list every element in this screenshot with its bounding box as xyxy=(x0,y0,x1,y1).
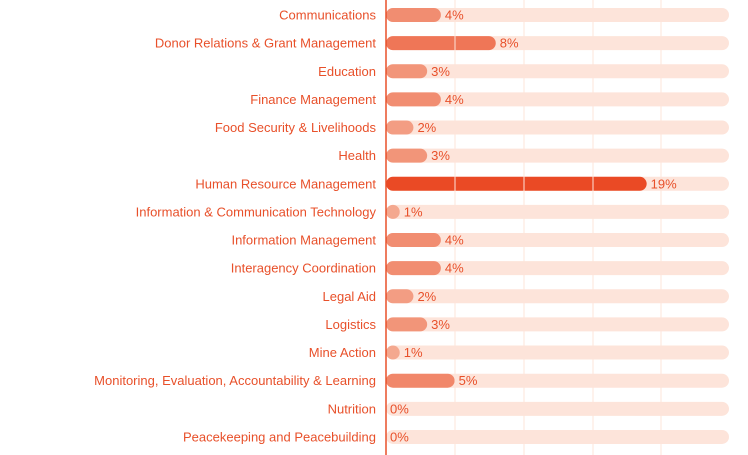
category-labels: Communications Donor Relations & Grant Ma… xyxy=(94,8,376,445)
bar-track-interagency-coordination xyxy=(386,261,729,276)
bar-education xyxy=(386,64,428,79)
bar-track-health xyxy=(386,148,729,163)
category-label-logistics: Logistics xyxy=(325,317,376,332)
category-label-interagency-coordination: Interagency Coordination xyxy=(231,261,376,276)
category-label-education: Education xyxy=(318,64,376,79)
bar-communications xyxy=(386,8,441,22)
value-label-nutrition: 0% xyxy=(390,401,409,416)
bar-health xyxy=(386,148,428,163)
bar-information-management xyxy=(386,233,441,248)
value-label-peacekeeping-and-peacebuilding: 0% xyxy=(390,429,409,444)
value-label-donor-relations-grant-management: 8% xyxy=(500,36,519,51)
value-label-information-communication-technology: 1% xyxy=(404,204,423,219)
value-label-information-management: 4% xyxy=(445,233,464,248)
value-label-mine-action: 1% xyxy=(404,345,423,360)
bar-track-nutrition xyxy=(386,401,729,416)
category-label-information-management: Information Management xyxy=(231,233,376,248)
bar-mine-action xyxy=(386,345,400,360)
bar-track-logistics xyxy=(386,317,729,332)
value-label-communications: 4% xyxy=(445,8,464,23)
bar-track-peacekeeping-and-peacebuilding xyxy=(386,429,729,444)
value-label-monitoring-evaluation-accountability-learning: 5% xyxy=(459,373,478,388)
value-label-finance-management: 4% xyxy=(445,92,464,107)
category-label-monitoring-evaluation-accountability-learning: Monitoring, Evaluation, Accountability &… xyxy=(94,373,376,388)
bar-human-resource-management xyxy=(386,176,647,191)
category-label-mine-action: Mine Action xyxy=(309,345,376,360)
category-label-food-security-livelihoods: Food Security & Livelihoods xyxy=(215,120,377,135)
bar-track-mine-action xyxy=(386,345,729,360)
bar-track-legal-aid xyxy=(386,289,729,304)
bar-track-information-management xyxy=(386,233,729,248)
bar-track-information-communication-technology xyxy=(386,204,729,219)
bar-finance-management xyxy=(386,92,441,107)
bar-logistics xyxy=(386,317,428,332)
value-label-human-resource-management: 19% xyxy=(651,176,677,191)
value-label-interagency-coordination: 4% xyxy=(445,261,464,276)
value-label-food-security-livelihoods: 2% xyxy=(417,120,436,135)
bar-monitoring-evaluation-accountability-learning xyxy=(386,373,455,388)
bar-track-finance-management xyxy=(386,92,729,107)
bar-interagency-coordination xyxy=(386,261,441,276)
bar-donor-relations-grant-management xyxy=(386,36,496,51)
bars xyxy=(386,8,647,388)
category-label-legal-aid: Legal Aid xyxy=(323,289,377,304)
value-labels: 4% 8% 3% 4% 2% 3% 19% 1% 4% 4% 2% 3% 1% 5% 0% 0% xyxy=(390,8,677,445)
value-label-health: 3% xyxy=(431,148,450,163)
bar-legal-aid xyxy=(386,289,414,304)
value-label-legal-aid: 2% xyxy=(417,289,436,304)
category-label-health: Health xyxy=(338,148,376,163)
category-label-finance-management: Finance Management xyxy=(250,92,376,107)
bar-track-food-security-livelihoods xyxy=(386,120,729,135)
bar-food-security-livelihoods xyxy=(386,120,414,135)
bar-track-monitoring-evaluation-accountability-learning xyxy=(386,373,729,388)
category-label-human-resource-management: Human Resource Management xyxy=(195,176,376,191)
value-label-logistics: 3% xyxy=(431,317,450,332)
category-label-communications: Communications xyxy=(279,8,376,23)
category-label-peacekeeping-and-peacebuilding: Peacekeeping and Peacebuilding xyxy=(183,429,376,444)
category-label-information-communication-technology: Information & Communication Technology xyxy=(136,204,377,219)
value-label-education: 3% xyxy=(431,64,450,79)
bar-track-education xyxy=(386,64,729,79)
category-label-donor-relations-grant-management: Donor Relations & Grant Management xyxy=(155,36,377,51)
bar-track-communications xyxy=(386,8,729,22)
gridlines xyxy=(454,0,662,455)
category-label-nutrition: Nutrition xyxy=(328,401,376,416)
bar-information-communication-technology xyxy=(386,204,400,219)
